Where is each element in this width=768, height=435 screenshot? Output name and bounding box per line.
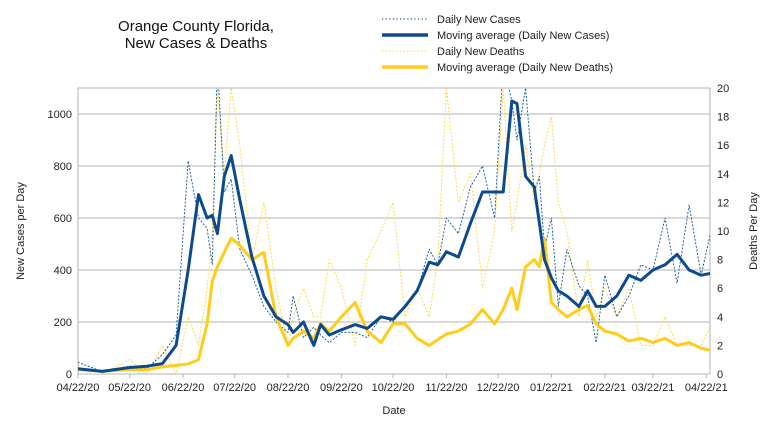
x-tick-label-11: 03/22/21: [632, 382, 675, 394]
x-tick-label-5: 09/22/20: [320, 382, 363, 394]
x-axis-title: Date: [382, 405, 405, 417]
x-tick-label-3: 07/22/20: [213, 382, 256, 394]
x-tick-label-4: 08/22/20: [267, 382, 310, 394]
y-left-tick-label-5: 1000: [48, 109, 72, 121]
x-tick-label-1: 05/22/20: [108, 382, 151, 394]
y-right-tick-label-4: 8: [717, 255, 723, 267]
y-left-tick-label-4: 800: [54, 161, 72, 173]
y-left-tick-label-2: 400: [54, 265, 72, 277]
x-tick-label-12: 04/22/21: [685, 382, 728, 394]
x-tick-label-0: 04/22/20: [57, 382, 100, 394]
y-axis-left: 0 200 400 600 800 1000: [48, 109, 72, 381]
y-right-tick-label-6: 12: [717, 197, 729, 209]
y-left-tick-label-1: 200: [54, 317, 72, 329]
y-right-tick-label-9: 18: [717, 112, 729, 124]
series-line-3: [78, 236, 710, 373]
y-right-tick-label-5: 10: [717, 226, 729, 238]
y-axis-right: 0 2 4 6 8 10 12 14 16 18 20: [717, 83, 729, 381]
x-tick-label-9: 01/22/21: [530, 382, 573, 394]
y-axis-left-title: New Cases per Day: [15, 182, 27, 280]
chart-title-line-1: Orange County Florida,: [118, 18, 274, 35]
y-right-tick-label-0: 0: [717, 369, 723, 381]
y-right-tick-label-3: 6: [717, 283, 723, 295]
legend-label-2: Daily New Deaths: [437, 46, 525, 58]
chart-title: Orange County Florida, New Cases & Death…: [118, 18, 274, 52]
y-right-tick-label-7: 14: [717, 169, 729, 181]
x-tick-label-7: 11/22/20: [425, 382, 467, 394]
y-left-tick-label-3: 600: [54, 213, 72, 225]
x-tick-label-2: 06/22/20: [162, 382, 205, 394]
y-left-tick-label-0: 0: [66, 369, 72, 381]
series-layer: [78, 88, 710, 374]
x-tick-label-10: 02/22/21: [583, 382, 626, 394]
chart-title-line-2: New Cases & Deaths: [125, 35, 268, 52]
y-right-tick-label-8: 16: [717, 140, 729, 152]
legend-label-0: Daily New Cases: [437, 14, 521, 26]
y-axis-right-title: Deaths Per Day: [748, 192, 760, 270]
y-right-tick-label-10: 20: [717, 83, 729, 95]
x-tick-label-8: 12/22/20: [477, 382, 520, 394]
x-axis: 04/22/20 05/22/20 06/22/20 07/22/20 08/22/20…: [57, 374, 728, 394]
legend: Daily New Cases Moving average (Daily New…: [382, 14, 613, 74]
series-line-1: [78, 99, 710, 373]
legend-label-1: Moving average (Daily New Cases): [437, 30, 609, 42]
series-line-0: [78, 88, 710, 372]
legend-label-3: Moving average (Daily New Deaths): [437, 62, 613, 74]
x-tick-label-6: 10/22/20: [372, 382, 415, 394]
y-right-tick-label-1: 2: [717, 340, 723, 352]
y-right-tick-label-2: 4: [717, 312, 723, 324]
plot-area-border: [77, 87, 711, 375]
